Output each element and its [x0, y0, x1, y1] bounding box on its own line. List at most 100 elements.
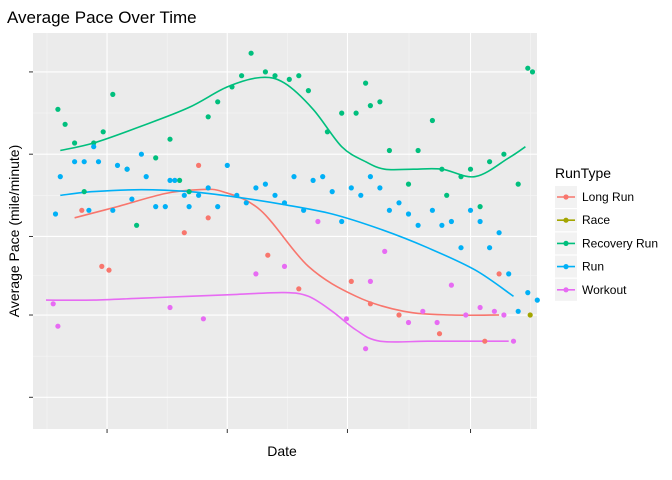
point-recovery-run — [363, 80, 369, 86]
x-axis-title: Date — [267, 443, 297, 459]
point-run — [181, 192, 187, 198]
grid-lines — [33, 33, 537, 429]
point-recovery-run — [405, 181, 412, 187]
point-run — [243, 200, 249, 206]
chart-title: Average Pace Over Time — [7, 8, 197, 27]
point-workout — [343, 316, 350, 322]
point-run — [272, 192, 278, 198]
trend-line-recovery-run — [60, 76, 526, 178]
point-run — [415, 222, 421, 228]
point-recovery-run — [367, 103, 373, 109]
point-long-run — [205, 215, 211, 221]
point-run — [129, 196, 135, 202]
point-recovery-run — [248, 50, 254, 56]
legend-title: RunType — [555, 165, 611, 181]
point-run — [262, 181, 268, 187]
point-long-run — [496, 271, 502, 277]
point-long-run — [436, 331, 443, 337]
point-long-run — [99, 263, 105, 269]
point-recovery-run — [324, 129, 330, 135]
point-run — [215, 204, 221, 210]
legend-label: Recovery Run — [582, 236, 658, 250]
point-run — [396, 200, 402, 206]
point-long-run — [296, 286, 302, 292]
point-run — [86, 207, 92, 213]
point-workout — [382, 248, 388, 254]
point-run — [525, 290, 531, 296]
point-race — [527, 312, 533, 318]
point-recovery-run — [62, 121, 68, 127]
point-run — [367, 174, 373, 180]
point-recovery-run — [515, 181, 521, 187]
legend-key-point — [563, 287, 569, 293]
point-recovery-run — [377, 99, 383, 105]
point-recovery-run — [81, 189, 87, 195]
point-workout — [367, 278, 373, 284]
point-workout — [510, 338, 517, 344]
point-run — [439, 222, 445, 228]
point-run — [358, 192, 364, 198]
data-points — [50, 50, 540, 352]
legend-label: Race — [582, 213, 610, 227]
point-recovery-run — [439, 166, 445, 172]
point-recovery-run — [296, 73, 302, 79]
point-run — [496, 230, 502, 236]
legend-key-point — [563, 217, 569, 223]
point-run — [143, 174, 149, 180]
legend-label: Run — [582, 260, 604, 274]
point-recovery-run — [177, 177, 183, 183]
point-recovery-run — [167, 136, 173, 142]
point-run — [515, 308, 521, 314]
point-run — [467, 207, 474, 213]
point-run — [57, 174, 63, 180]
plot-panel — [33, 33, 537, 429]
point-run — [429, 207, 435, 213]
point-run — [196, 192, 202, 198]
point-run — [110, 207, 116, 213]
point-recovery-run — [525, 65, 531, 71]
legend-label: Long Run — [582, 190, 634, 204]
point-run — [281, 200, 288, 206]
point-workout — [281, 263, 288, 269]
legend-item-long-run: Long Run — [555, 186, 634, 208]
point-long-run — [482, 338, 488, 344]
axis-ticks — [29, 71, 472, 433]
point-run — [186, 204, 192, 210]
point-recovery-run — [467, 166, 474, 172]
point-recovery-run — [444, 192, 450, 198]
point-recovery-run — [487, 159, 493, 165]
point-run — [72, 159, 78, 165]
point-workout — [55, 323, 61, 329]
point-run — [487, 245, 493, 251]
point-long-run — [348, 278, 354, 284]
point-recovery-run — [110, 91, 116, 97]
point-workout — [434, 319, 440, 326]
point-run — [534, 297, 540, 303]
point-recovery-run — [477, 204, 483, 210]
point-run — [52, 211, 59, 217]
point-workout — [253, 271, 259, 277]
point-run — [329, 189, 335, 195]
point-run — [162, 204, 168, 210]
point-workout — [200, 316, 206, 322]
point-run — [95, 159, 102, 165]
point-long-run — [265, 252, 271, 258]
trend-line-workout — [45, 291, 509, 343]
point-recovery-run — [262, 69, 268, 75]
point-recovery-run — [100, 129, 106, 135]
legend-label: Workout — [582, 283, 627, 297]
point-run — [320, 174, 326, 180]
point-workout — [448, 282, 454, 288]
point-long-run — [196, 162, 202, 168]
point-recovery-run — [153, 155, 159, 161]
point-run — [477, 218, 483, 225]
point-run — [91, 144, 97, 150]
point-recovery-run — [215, 99, 221, 105]
point-long-run — [106, 267, 112, 273]
point-workout — [463, 312, 469, 318]
legend: RunType Long Run Race Recovery Run Run Worko… — [555, 165, 658, 301]
point-recovery-run — [229, 84, 235, 90]
point-recovery-run — [286, 76, 292, 82]
point-recovery-run — [272, 73, 278, 79]
